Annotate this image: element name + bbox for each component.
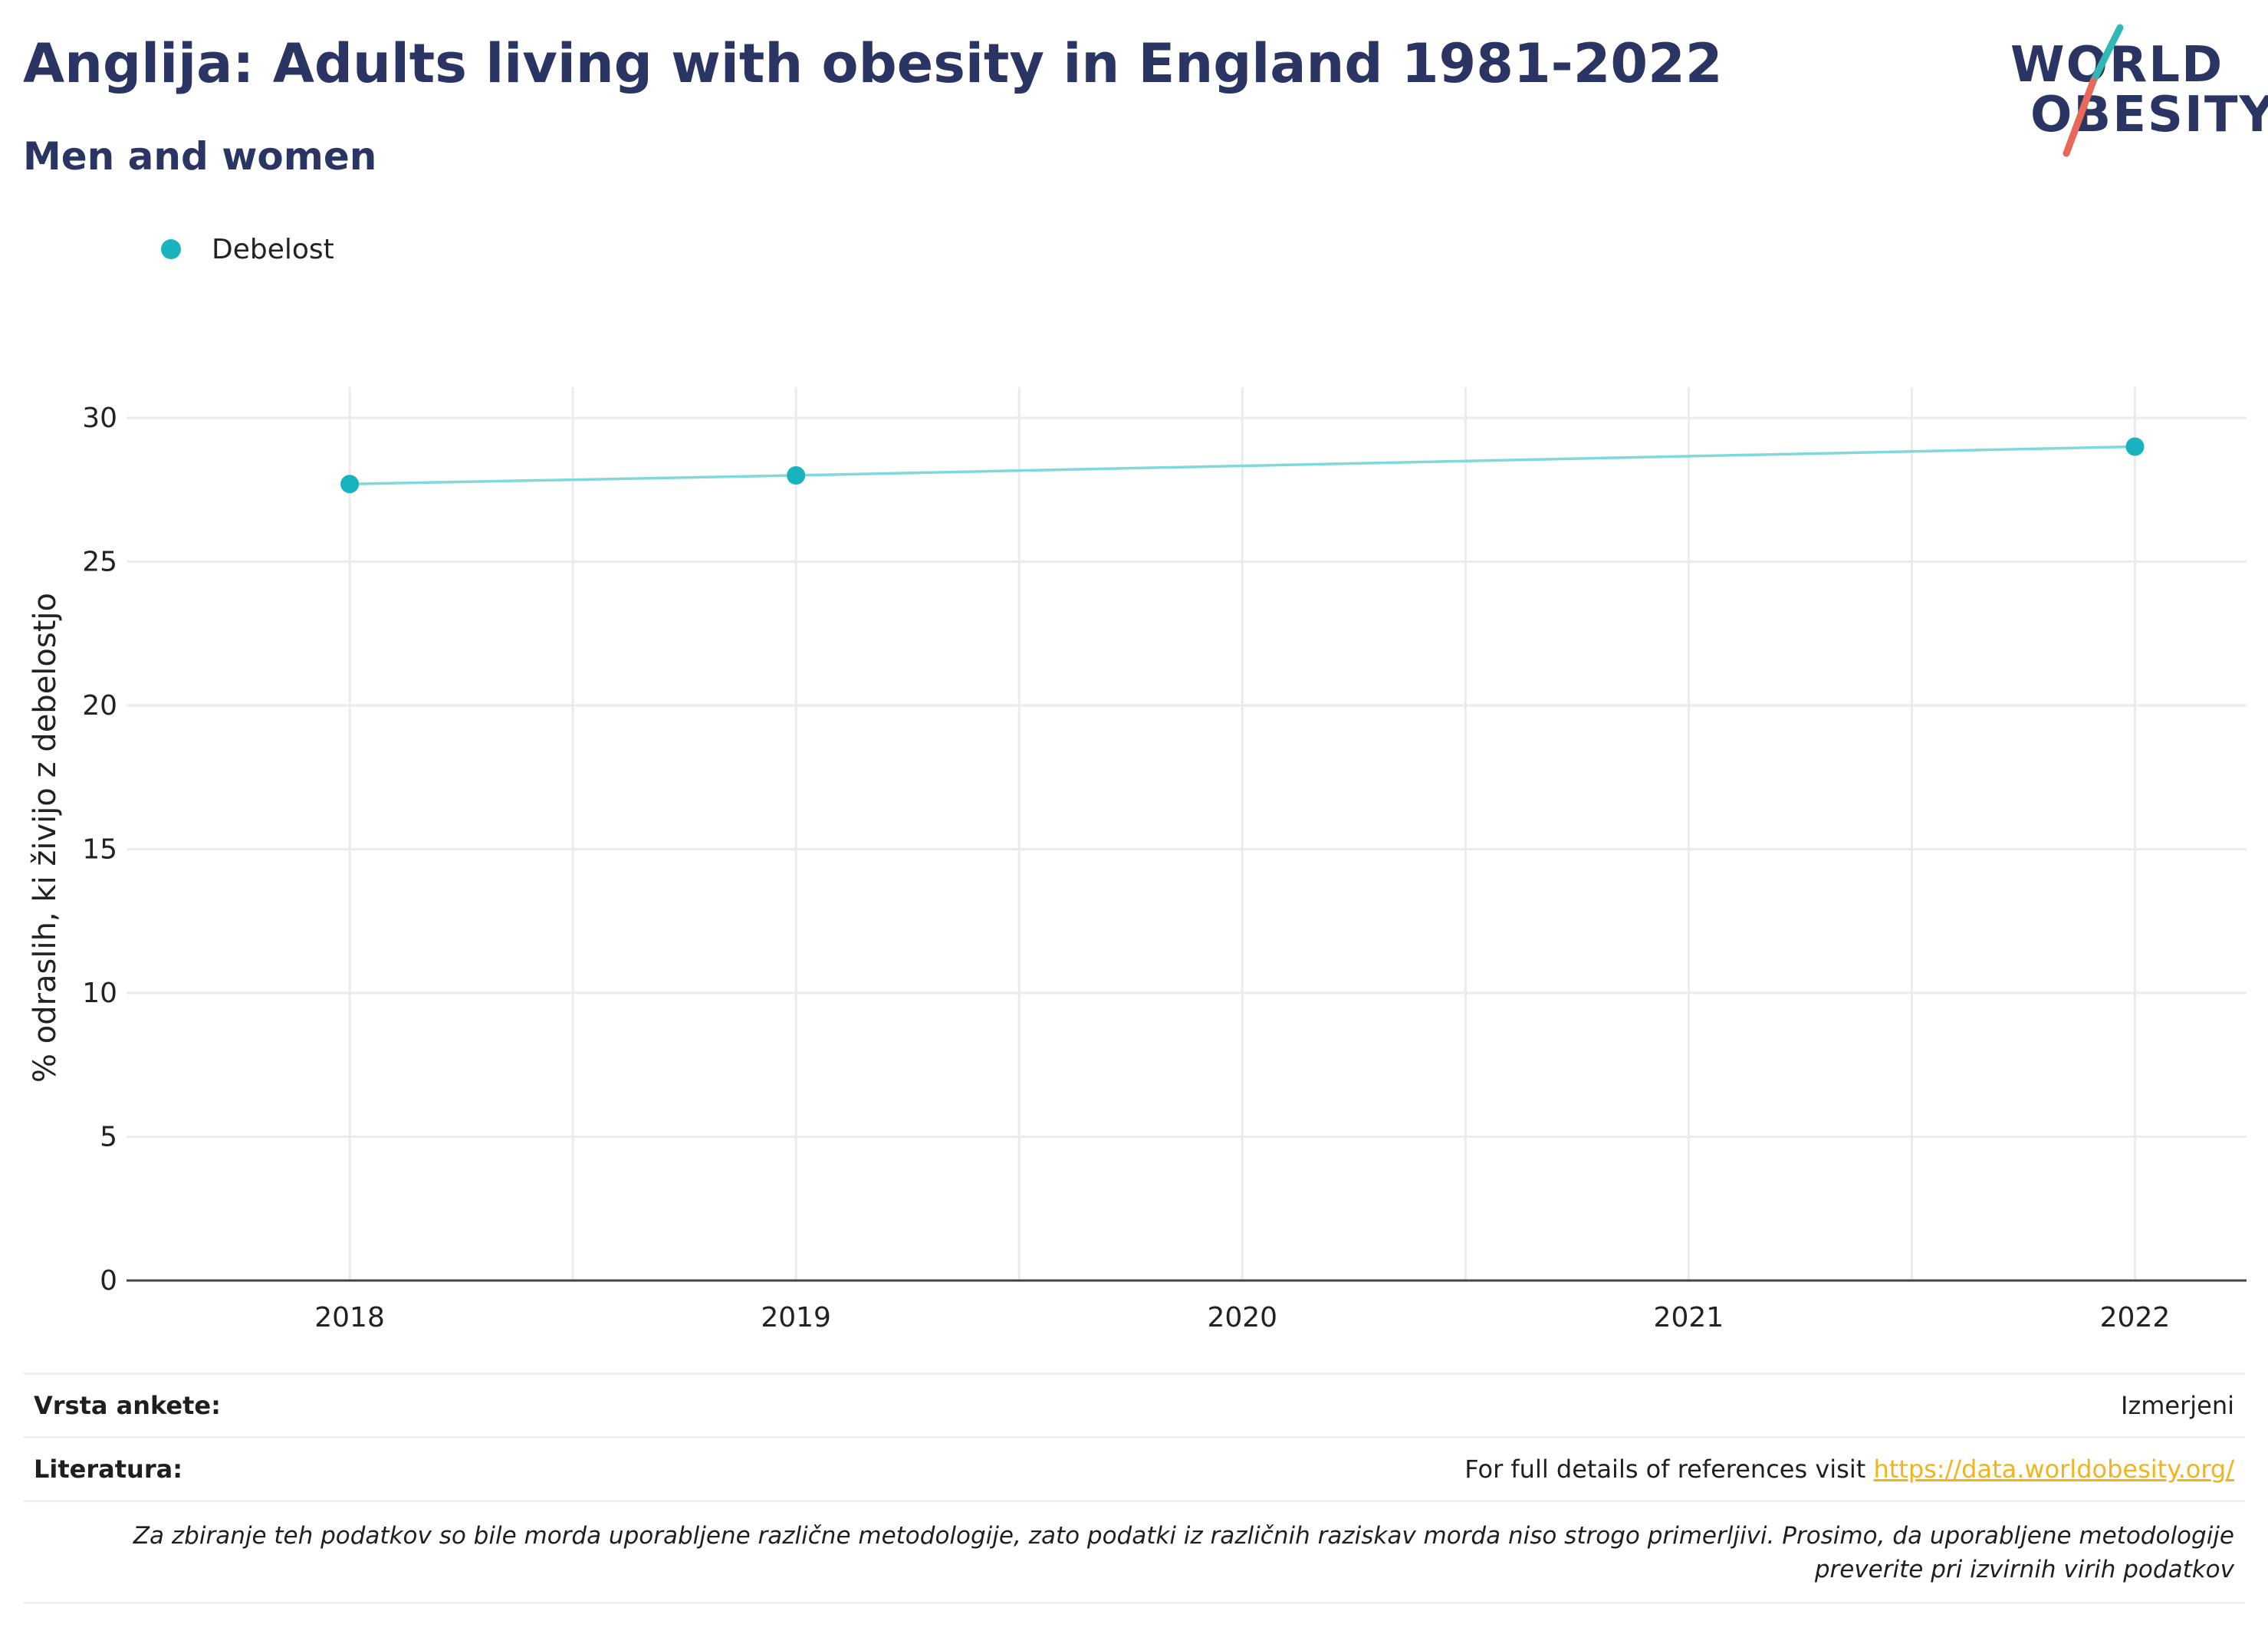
y-tick-label: 0 — [100, 1265, 117, 1297]
data-point — [787, 466, 806, 485]
references-text: For full details of references visit — [1464, 1455, 1874, 1484]
references-link[interactable]: https://data.worldobesity.org/ — [1873, 1455, 2234, 1484]
y-tick-label: 30 — [82, 403, 117, 434]
survey-type-value: Izmerjeni — [2121, 1391, 2234, 1420]
references-value: For full details of references visit htt… — [1464, 1455, 2234, 1484]
logo-slash-icon — [2063, 24, 2124, 157]
legend-marker-icon — [161, 239, 181, 259]
y-tick-label: 25 — [82, 547, 117, 578]
y-tick-label: 15 — [82, 834, 117, 866]
references-label: Literatura: — [34, 1455, 182, 1484]
x-tick-label: 2022 — [2100, 1302, 2171, 1333]
line-chart: 0 5 10 15 20 25 30 2018 2019 2020 2021 2022 % odrasl… — [28, 387, 2247, 1333]
y-axis-label: % odraslih, ki živijo z debelostjo — [28, 593, 63, 1083]
legend-label: Debelost — [212, 233, 334, 265]
chart-title: Anglija: Adults living with obesity in E… — [23, 32, 1723, 95]
x-tick-label: 2020 — [1207, 1302, 1277, 1333]
logo-word-1: WORLD — [2010, 37, 2224, 94]
methodology-note: Za zbiranje teh podatkov so bile morda u… — [23, 1500, 2245, 1604]
info-table: Vrsta ankete: Izmerjeni Literatura: For … — [23, 1373, 2245, 1604]
data-point — [340, 475, 360, 494]
legend[interactable]: Debelost — [161, 234, 334, 265]
y-tick-label: 5 — [100, 1122, 117, 1153]
references-row: Literatura: For full details of referenc… — [23, 1436, 2245, 1500]
x-tick-label: 2018 — [314, 1302, 385, 1333]
y-tick-label: 10 — [82, 978, 117, 1009]
survey-type-row: Vrsta ankete: Izmerjeni — [23, 1373, 2245, 1436]
world-obesity-logo: WORLD OBESITY — [2001, 21, 2268, 167]
survey-type-label: Vrsta ankete: — [34, 1391, 221, 1420]
x-tick-label: 2019 — [761, 1302, 831, 1333]
chart-subtitle: Men and women — [23, 134, 377, 179]
y-tick-label: 20 — [82, 690, 117, 722]
x-tick-label: 2021 — [1654, 1302, 1724, 1333]
data-point — [2125, 437, 2145, 456]
